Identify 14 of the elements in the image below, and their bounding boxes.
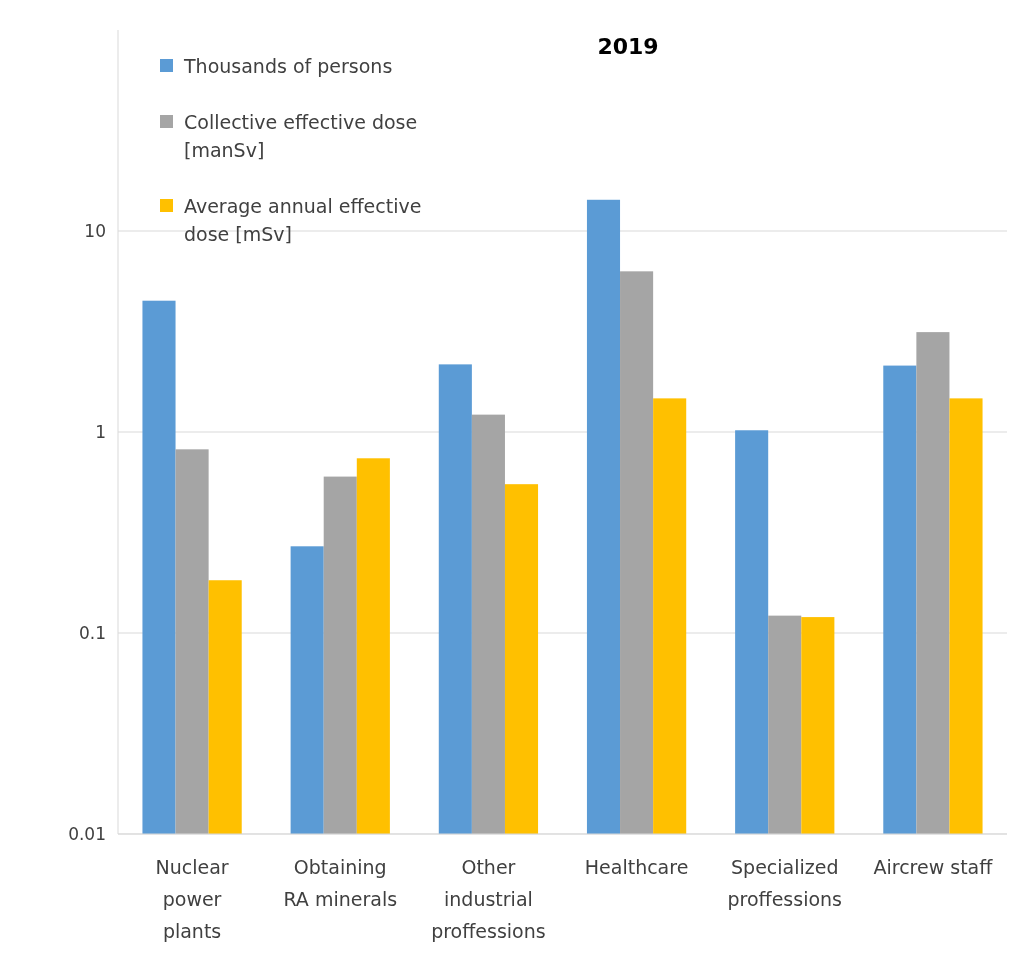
legend-label: Average annual effective dose [mSv]	[184, 195, 422, 245]
x-tick-label: Specialized proffessions	[727, 856, 843, 910]
x-tick-label: Healthcare	[584, 856, 689, 878]
y-tick-label: 1	[95, 421, 106, 442]
chart-title: 2019	[597, 34, 659, 59]
y-tick-label: 0.1	[78, 622, 106, 643]
legend-label: Collective effective dose [manSv]	[184, 111, 418, 161]
x-tick-label: Other industrial proffessions	[431, 856, 546, 942]
y-tick-label: 0.01	[68, 823, 106, 844]
legend-label: Thousands of persons	[183, 55, 393, 77]
x-tick-label: Nuclear power plants	[155, 856, 229, 942]
x-tick-label: Obtaining RA minerals	[283, 856, 398, 910]
y-tick-label: 10	[84, 220, 106, 241]
x-tick-label: Aircrew staff	[873, 856, 994, 878]
